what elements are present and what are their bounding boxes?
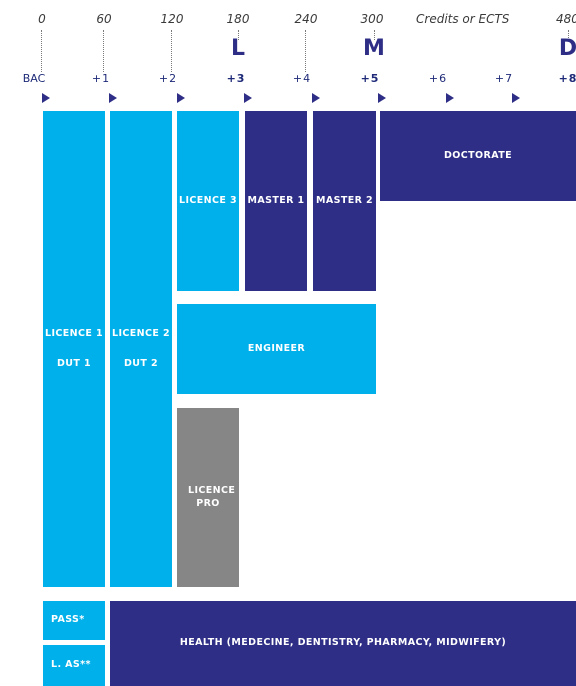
credits-axis-label: Credits or ECTS xyxy=(416,12,510,26)
year-plus-1: +1 xyxy=(91,72,111,85)
guide-line-480 xyxy=(568,30,569,40)
guide-line-240 xyxy=(305,30,306,72)
year-plus-8: +8 xyxy=(558,72,576,85)
year-plus-2: +2 xyxy=(158,72,178,85)
licence-pro-block: LICENCE PRO xyxy=(177,408,239,587)
arrow-marker-3 xyxy=(244,93,252,103)
las-label: L. AS** xyxy=(51,659,91,671)
guide-line-0 xyxy=(41,30,42,72)
master1-label: MASTER 1 xyxy=(247,194,305,206)
licence2-dut2-block: LICENCE 2 DUT 2 xyxy=(110,111,172,587)
guide-line-180 xyxy=(238,30,239,40)
master2-label: MASTER 2 xyxy=(315,194,374,206)
dut1-label: DUT 1 xyxy=(57,358,91,369)
guide-line-300 xyxy=(374,30,375,40)
arrow-marker-6 xyxy=(446,93,454,103)
arrow-marker-1 xyxy=(109,93,117,103)
licence1-dut1-block: LICENCE 1 DUT 1 xyxy=(43,111,105,587)
licence2-label: LICENCE 2 xyxy=(112,327,170,339)
health-block: HEALTH (MEDECINE, DENTISTRY, PHARMACY, M… xyxy=(110,601,576,686)
las-block: L. AS** xyxy=(43,645,105,686)
cycle-licence-label: L xyxy=(230,36,246,61)
master2-block: MASTER 2 xyxy=(313,111,376,291)
credit-240: 240 xyxy=(294,12,318,26)
credit-180: 180 xyxy=(226,12,250,26)
master1-block: MASTER 1 xyxy=(245,111,307,291)
credit-120: 120 xyxy=(160,12,184,26)
engineer-block: ENGINEER xyxy=(177,304,376,394)
dut2-label: DUT 2 xyxy=(124,358,158,369)
arrow-marker-2 xyxy=(177,93,185,103)
licence1-label: LICENCE 1 xyxy=(45,327,103,339)
doctorate-label: DOCTORATE xyxy=(444,149,512,161)
arrow-marker-5 xyxy=(378,93,386,103)
arrow-marker-7 xyxy=(512,93,520,103)
year-plus-6: +6 xyxy=(428,72,448,85)
cycle-doctorate-label: D xyxy=(558,36,576,61)
licence3-block: LICENCE 3 xyxy=(177,111,239,291)
engineer-label: ENGINEER xyxy=(247,342,306,354)
year-plus-3: +3 xyxy=(226,72,246,85)
year-bac: BAC xyxy=(22,72,46,85)
health-label: HEALTH (MEDECINE, DENTISTRY, PHARMACY, M… xyxy=(179,637,507,649)
year-plus-5: +5 xyxy=(360,72,380,85)
doctorate-block: DOCTORATE xyxy=(380,111,576,201)
guide-line-60 xyxy=(103,30,104,72)
credit-480: 480 xyxy=(556,12,576,26)
year-plus-4: +4 xyxy=(292,72,312,85)
credit-300: 300 xyxy=(360,12,384,26)
licence-pro-label: LICENCE PRO xyxy=(188,485,236,509)
credit-0: 0 xyxy=(38,12,46,26)
pass-block: PASS* xyxy=(43,601,105,640)
cycle-master-label: M xyxy=(363,36,385,61)
licence3-label: LICENCE 3 xyxy=(179,194,237,206)
arrow-marker-4 xyxy=(312,93,320,103)
year-plus-7: +7 xyxy=(494,72,514,85)
pass-label: PASS* xyxy=(51,614,85,626)
arrow-marker-0 xyxy=(42,93,50,103)
credit-60: 60 xyxy=(96,12,112,26)
guide-line-120 xyxy=(171,30,172,72)
